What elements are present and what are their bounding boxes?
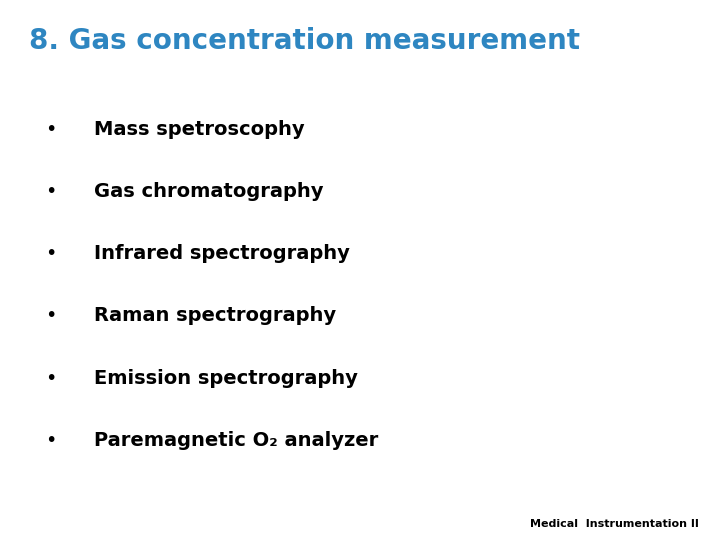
Text: •: • <box>45 182 56 201</box>
Text: •: • <box>45 120 56 139</box>
Text: Mass spetroscophy: Mass spetroscophy <box>94 120 305 139</box>
Text: •: • <box>45 306 56 326</box>
Text: Paremagnetic O₂ analyzer: Paremagnetic O₂ analyzer <box>94 430 378 450</box>
Text: •: • <box>45 430 56 450</box>
Text: Gas chromatography: Gas chromatography <box>94 182 323 201</box>
Text: Raman spectrography: Raman spectrography <box>94 306 336 326</box>
Text: 8. Gas concentration measurement: 8. Gas concentration measurement <box>29 27 580 55</box>
Text: •: • <box>45 244 56 264</box>
Text: Infrared spectrography: Infrared spectrography <box>94 244 349 264</box>
Text: •: • <box>45 368 56 388</box>
Text: Emission spectrography: Emission spectrography <box>94 368 357 388</box>
Text: Medical  Instrumentation II: Medical Instrumentation II <box>529 519 698 529</box>
